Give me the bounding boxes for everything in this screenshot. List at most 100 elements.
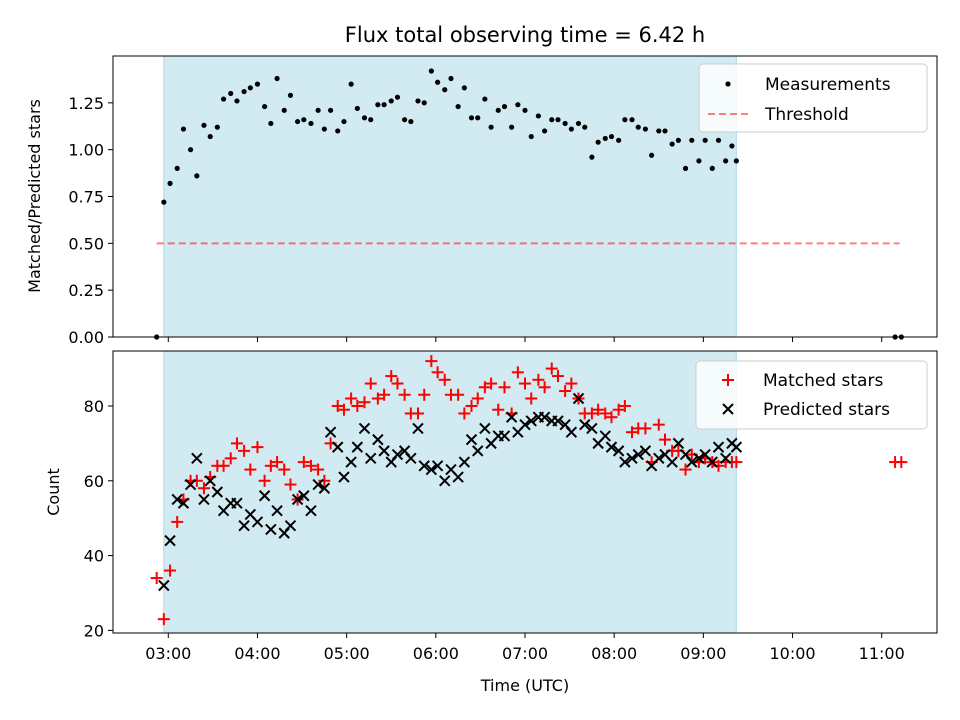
measurement-point	[315, 107, 321, 113]
top-legend: Measurements Threshold	[698, 63, 928, 133]
measurement-point	[696, 158, 702, 164]
x-tick-label: 11:00	[859, 644, 905, 663]
measurement-point	[220, 96, 227, 102]
measurement-point	[662, 128, 668, 134]
matched-star-point	[391, 377, 404, 390]
predicted-star-point	[505, 411, 518, 423]
measurement-point	[442, 87, 448, 93]
matched-star-point	[150, 572, 163, 585]
measurement-point	[448, 75, 454, 82]
measurement-point	[528, 133, 534, 140]
top-panel-frame	[112, 55, 938, 338]
top-y-tick-label: 0.75	[68, 188, 104, 207]
legend-predicted-label: Predicted stars	[763, 400, 890, 420]
matched-star-point	[425, 355, 438, 368]
measurement-points	[154, 68, 904, 340]
matched-star-point	[418, 388, 431, 401]
matched-star-point	[626, 426, 639, 439]
predicted-star-point	[351, 441, 364, 453]
matched-star-point	[511, 366, 524, 379]
matched-star-point	[264, 459, 277, 472]
measurement-point	[682, 165, 689, 171]
measurement-point	[368, 117, 374, 123]
matched-star-point	[197, 482, 210, 495]
measurement-point	[394, 94, 401, 100]
predicted-star-point	[204, 475, 216, 487]
predicted-star-point	[171, 493, 183, 506]
matched-star-point	[258, 474, 271, 487]
measurement-point	[174, 165, 180, 171]
measurement-point	[207, 133, 213, 140]
count-points	[150, 355, 908, 626]
matched-star-point	[519, 377, 531, 390]
measurement-point	[402, 117, 408, 123]
x-tick-label: 07:00	[502, 644, 548, 663]
matched-star-point	[278, 463, 291, 476]
measurement-point	[161, 199, 167, 205]
measurement-point	[455, 103, 461, 110]
matched-star-point	[318, 474, 331, 487]
matched-star-point	[712, 459, 725, 472]
predicted-star-point	[452, 471, 464, 483]
measurement-point	[589, 154, 595, 160]
predicted-star-point	[258, 490, 271, 502]
measurement-point	[301, 117, 307, 123]
matched-star-point	[251, 441, 264, 454]
predicted-star-point	[164, 534, 176, 547]
measurement-point	[354, 105, 360, 112]
predicted-star-point	[498, 430, 511, 442]
chart-title: Flux total observing time = 6.42 h	[345, 23, 705, 47]
legend-threshold-label: Threshold	[764, 105, 849, 125]
matched-star-point	[337, 403, 350, 416]
predicted-star-point	[712, 441, 725, 453]
matched-star-point	[411, 407, 424, 420]
measurement-point	[608, 133, 615, 140]
matched-star-point	[238, 444, 251, 457]
predicted-star-point	[338, 471, 350, 483]
predicted-star-point	[730, 441, 743, 453]
matched-star-point	[639, 422, 652, 435]
measurement-point	[488, 124, 494, 130]
matched-star-point	[371, 392, 384, 405]
predicted-star-point	[265, 523, 277, 536]
predicted-star-point	[639, 445, 652, 457]
predicted-star-point	[198, 493, 210, 506]
matched-star-point	[585, 407, 598, 420]
top-y-tick-label: 1.00	[68, 141, 104, 160]
top-x-ticks	[167, 337, 883, 342]
matched-star-point	[217, 459, 230, 472]
predicted-star-point	[519, 418, 531, 431]
predicted-star-point	[605, 441, 618, 453]
matched-star-point	[224, 452, 237, 465]
predicted-star-point	[465, 433, 478, 446]
matched-star-point	[378, 388, 391, 401]
predicted-star-point	[378, 445, 390, 457]
measurement-point	[535, 113, 541, 119]
predicted-star-point	[619, 456, 631, 468]
measurement-point	[461, 85, 467, 91]
measurement-point	[522, 107, 528, 113]
predicted-star-point	[372, 433, 384, 446]
predicted-star-point	[391, 448, 404, 461]
x-tick-label: 08:00	[591, 644, 637, 663]
matched-star-point	[385, 370, 398, 383]
matched-star-point	[592, 403, 605, 416]
matched-star-point	[331, 399, 344, 412]
measurement-point	[268, 120, 274, 127]
matched-star-point	[164, 564, 177, 577]
measurement-point	[568, 126, 574, 132]
measurement-point	[361, 115, 368, 121]
predicted-star-point	[458, 456, 471, 468]
measurement-point	[549, 117, 555, 123]
measurement-point	[321, 126, 327, 132]
matched-star-point	[525, 392, 538, 405]
predicted-star-point	[271, 504, 283, 517]
predicted-star-point	[324, 426, 337, 438]
top-y-tick-label: 1.25	[68, 94, 104, 113]
measurement-point	[167, 180, 173, 186]
matched-star-point	[679, 463, 692, 476]
bottom-legend: Matched stars Predicted stars	[695, 360, 928, 430]
matched-star-point	[599, 407, 612, 420]
measurement-point	[515, 102, 521, 108]
